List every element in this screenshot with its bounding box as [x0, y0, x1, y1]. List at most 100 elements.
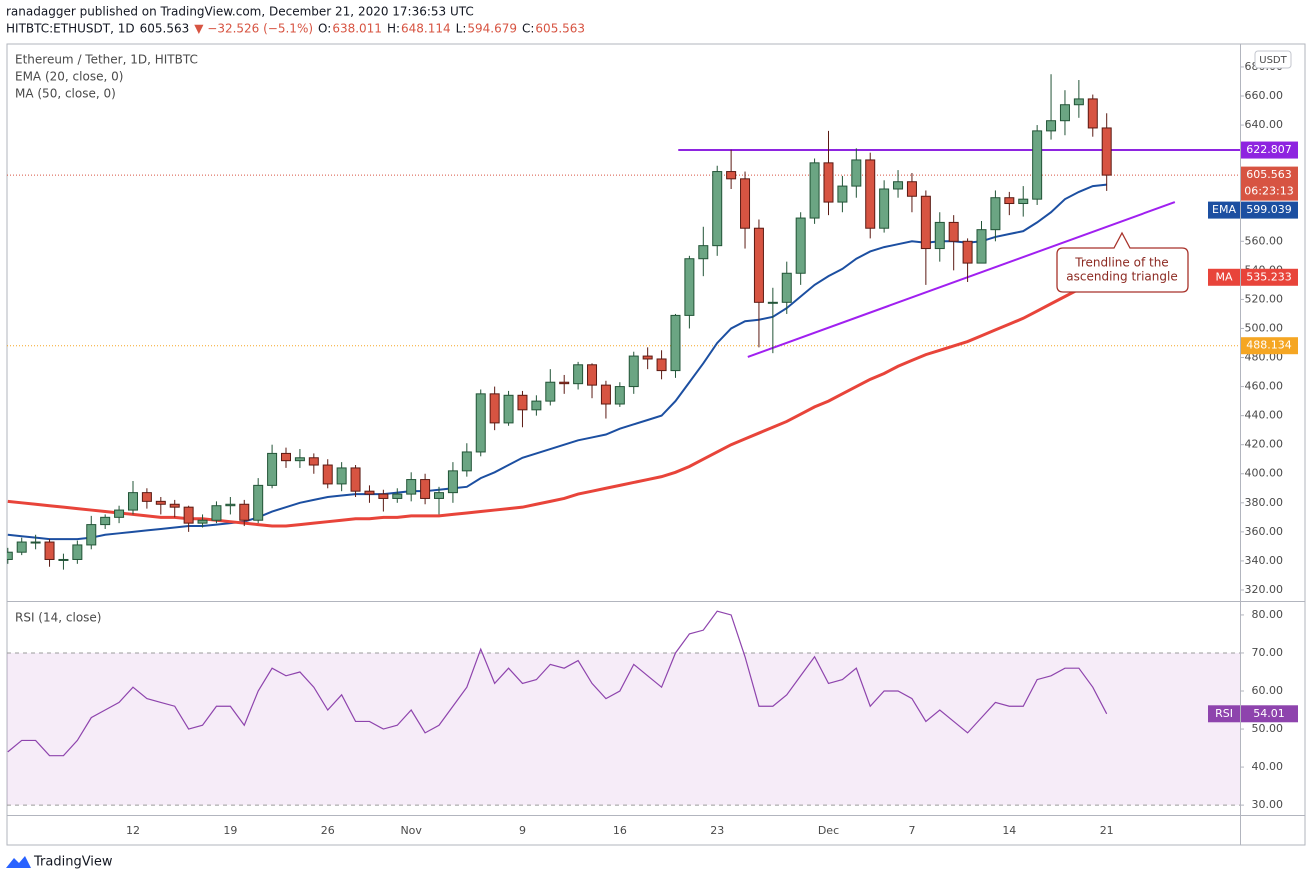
- header-item: 638.011: [332, 22, 382, 36]
- candle-body: [58, 558, 69, 561]
- candle-body: [211, 505, 222, 521]
- y-tick-label: 560.00: [1245, 234, 1284, 247]
- candle-body: [962, 240, 973, 264]
- header-item: L:: [456, 22, 467, 36]
- candle-body: [600, 384, 611, 405]
- price-tag-value: 488.134: [1246, 339, 1292, 352]
- candle-body: [308, 457, 319, 466]
- candle-body: [879, 188, 890, 229]
- candle-body: [1032, 130, 1043, 200]
- candle-body: [976, 229, 987, 264]
- candle-body: [378, 493, 389, 499]
- price-tag: [1241, 166, 1298, 201]
- publisher: ranadagger published on TradingView.com,…: [6, 5, 474, 19]
- price-tag: [1241, 337, 1298, 355]
- header-item: ▼ −32.526 (−5.1%): [194, 22, 313, 36]
- tag-label-box: [1208, 268, 1240, 286]
- header-item: C:: [522, 22, 534, 36]
- candle-body: [225, 503, 236, 507]
- candle-body: [434, 492, 445, 499]
- candle-body: [503, 394, 514, 424]
- candle-body: [767, 301, 778, 304]
- candle-body: [239, 503, 250, 521]
- candle-body: [406, 479, 417, 495]
- price-tag-value: 535.233: [1246, 270, 1292, 283]
- x-tick-label: Nov: [400, 824, 422, 837]
- y-tick-label: 660.00: [1245, 89, 1284, 102]
- candle-body: [809, 162, 820, 219]
- tag-label: RSI: [1215, 707, 1233, 720]
- candle-body: [169, 503, 180, 508]
- candle-body: [670, 314, 681, 372]
- candle-body: [934, 221, 945, 250]
- price-tag-value: 599.039: [1246, 203, 1292, 216]
- callout-box: [1056, 231, 1189, 293]
- candle-body: [753, 227, 764, 303]
- symbol-row: HITBTC:ETHUSDT, 1D 605.563 ▼ −32.526 (−5.1…: [6, 22, 585, 36]
- x-tick-label: 12: [126, 824, 140, 837]
- candle-body: [267, 452, 278, 486]
- rsi-band: [7, 652, 1240, 806]
- brand-logo: [6, 856, 31, 868]
- x-tick-label: 16: [613, 824, 627, 837]
- candle-body: [489, 393, 500, 424]
- currency: USDT: [1259, 55, 1287, 66]
- candle-body: [1018, 198, 1029, 205]
- main-pane: [7, 74, 1240, 570]
- header-item: 648.114: [401, 22, 451, 36]
- candle-body: [851, 159, 862, 187]
- candle-body: [781, 272, 792, 303]
- candle-body: [1073, 98, 1084, 106]
- candle-body: [614, 386, 625, 405]
- candle-body: [100, 516, 111, 526]
- frame: [6, 43, 1306, 846]
- x-tick-label: 9: [519, 824, 526, 837]
- candle-body: [114, 509, 125, 518]
- x-tick-label: 21: [1100, 824, 1114, 837]
- candle-body: [948, 221, 959, 242]
- brand: TradingView: [6, 855, 113, 870]
- price-tag: [1241, 705, 1298, 723]
- candle-body: [559, 381, 570, 385]
- candle-body: [475, 393, 486, 453]
- y-tick-label: 360.00: [1245, 525, 1284, 538]
- candle-body: [684, 258, 695, 316]
- header-item: 594.679: [467, 22, 517, 36]
- legend-rsi: RSI (14, close): [15, 611, 101, 625]
- candle-body: [253, 484, 264, 521]
- candle-body: [656, 358, 667, 372]
- candle-body: [7, 551, 13, 560]
- tag-label: MA: [1215, 270, 1232, 283]
- candle-body: [1004, 197, 1015, 205]
- candle-body: [920, 195, 931, 250]
- x-tick-label: 7: [908, 824, 915, 837]
- y-tick-label: 80.00: [1252, 608, 1284, 621]
- y-tick-label: 320.00: [1245, 583, 1284, 596]
- x-tick-label: 14: [1002, 824, 1016, 837]
- header-item: 605.563: [535, 22, 585, 36]
- callout-line: ascending triangle: [1066, 270, 1177, 284]
- price-tag-value: 605.563: [1246, 168, 1292, 181]
- callout-line: Trendline of the: [1074, 256, 1168, 270]
- candle-body: [30, 541, 41, 544]
- candle-body: [642, 355, 653, 360]
- callout: Trendline of the ascending triangle: [1056, 231, 1189, 293]
- candle-body: [420, 479, 431, 499]
- candle-body: [281, 452, 291, 462]
- candle-body: [461, 451, 472, 472]
- trendline: [747, 201, 1176, 358]
- y-tick-label: 40.00: [1252, 760, 1284, 773]
- y-tick-label: 70.00: [1252, 646, 1284, 659]
- candle-body: [16, 541, 27, 553]
- header-item: O:: [318, 22, 331, 36]
- candle-body: [392, 493, 403, 499]
- y-tick-label: 380.00: [1245, 496, 1284, 509]
- candle-body: [1059, 104, 1070, 122]
- x-tick-label: 19: [223, 824, 237, 837]
- y-tick-label: 460.00: [1245, 380, 1284, 393]
- candle-body: [906, 181, 917, 197]
- y-tick-label: 30.00: [1252, 798, 1284, 811]
- candle-body: [72, 544, 83, 560]
- header-item: 605.563: [140, 22, 190, 36]
- candle-body: [698, 245, 709, 260]
